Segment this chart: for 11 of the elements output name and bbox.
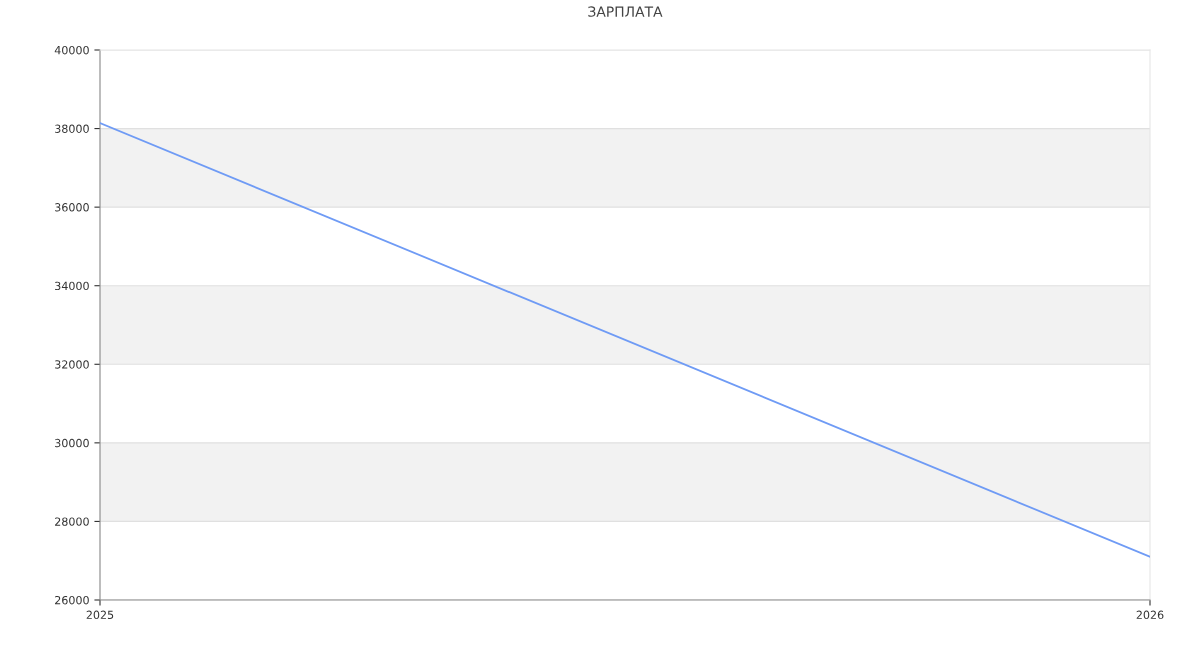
y-tick-label: 32000 [55, 360, 89, 369]
y-tick-label: 30000 [55, 438, 89, 448]
y-tick-label: 34000 [55, 281, 89, 291]
x-tick-label: 2025 [86, 610, 114, 620]
y-tick-label: 40000 [54, 45, 89, 55]
y-tick-label: 38000 [55, 124, 89, 133]
x-tick-label: 2026 [1136, 610, 1164, 620]
y-tick-label: 26000 [55, 595, 89, 605]
y-tick-label: 36000 [55, 203, 89, 212]
y-tick-label: 28000 [55, 517, 89, 526]
chart-title: ЗАРПЛАТА [588, 6, 663, 17]
